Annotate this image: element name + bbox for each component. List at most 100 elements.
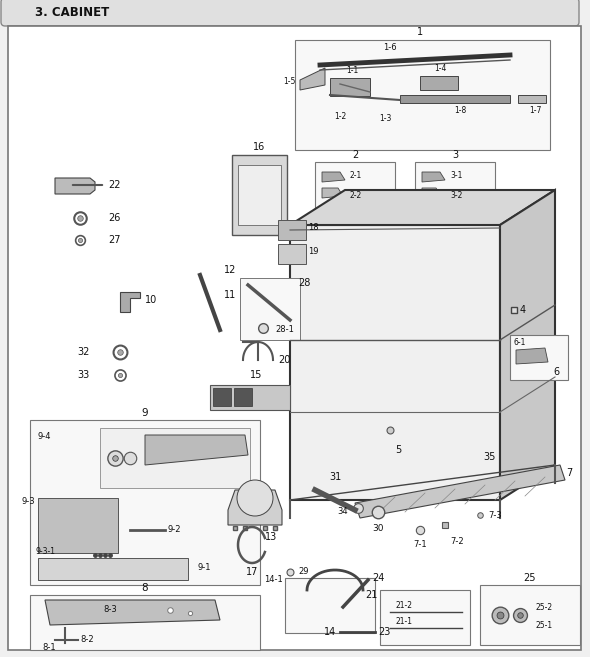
Text: 4: 4	[520, 305, 526, 315]
Polygon shape	[322, 172, 345, 182]
Bar	[510, 335, 568, 380]
Text: 8-1: 8-1	[42, 643, 55, 652]
Text: 16: 16	[253, 142, 265, 152]
Text: 14: 14	[324, 627, 336, 637]
Bar	[380, 590, 470, 645]
Text: 1-4: 1-4	[434, 64, 446, 73]
Text: 25-2: 25-2	[535, 602, 552, 612]
Text: 8: 8	[142, 583, 148, 593]
Text: 2-1: 2-1	[350, 171, 362, 179]
Text: 7-3: 7-3	[488, 510, 501, 520]
Text: 9-3-1: 9-3-1	[36, 547, 56, 556]
Text: 21-2: 21-2	[395, 601, 412, 610]
Text: 28-1: 28-1	[275, 325, 294, 334]
Polygon shape	[145, 435, 248, 465]
Polygon shape	[120, 292, 140, 312]
Bar	[278, 244, 306, 264]
Polygon shape	[516, 348, 548, 364]
Bar	[238, 165, 281, 225]
Text: 28: 28	[298, 278, 310, 288]
Polygon shape	[228, 490, 282, 525]
Text: 14-1: 14-1	[264, 575, 283, 584]
Text: 9-4: 9-4	[37, 432, 51, 441]
Text: 23: 23	[378, 627, 391, 637]
Text: 9-3: 9-3	[21, 497, 35, 506]
Polygon shape	[355, 465, 565, 518]
Bar	[234, 388, 252, 406]
Text: 21-1: 21-1	[395, 617, 412, 626]
Polygon shape	[300, 68, 325, 90]
Polygon shape	[500, 190, 555, 500]
FancyBboxPatch shape	[1, 0, 579, 26]
Bar	[330, 78, 370, 96]
Text: 1-8: 1-8	[454, 106, 466, 115]
Text: 33: 33	[78, 370, 90, 380]
Bar	[38, 498, 118, 553]
Bar	[480, 585, 580, 645]
Text: 2: 2	[352, 150, 358, 160]
Bar	[285, 578, 375, 633]
Polygon shape	[322, 188, 343, 198]
Text: 12: 12	[224, 265, 237, 275]
Text: 1: 1	[417, 27, 423, 37]
Text: 21: 21	[366, 590, 378, 600]
Bar	[30, 595, 260, 650]
Text: 25-1: 25-1	[535, 620, 552, 629]
Text: 22: 22	[108, 180, 120, 190]
Bar	[240, 278, 300, 340]
Text: 1-7: 1-7	[529, 106, 541, 115]
Text: 8-3: 8-3	[103, 606, 117, 614]
Text: 6: 6	[553, 367, 559, 377]
Text: 1-2: 1-2	[334, 112, 346, 121]
Text: 30: 30	[372, 524, 384, 533]
Text: 3-2: 3-2	[450, 191, 463, 200]
Text: 9: 9	[142, 408, 148, 418]
Text: 2-2: 2-2	[350, 191, 362, 200]
Text: 7-1: 7-1	[413, 540, 427, 549]
Bar	[213, 388, 231, 406]
Text: 1-3: 1-3	[379, 114, 391, 123]
Polygon shape	[422, 172, 445, 182]
Text: 6-1: 6-1	[514, 338, 526, 347]
Bar	[100, 428, 250, 488]
Text: 35: 35	[484, 452, 496, 462]
Text: 15: 15	[250, 370, 263, 380]
Text: 13: 13	[265, 532, 277, 542]
Text: 1-5: 1-5	[284, 78, 296, 87]
Text: 7-2: 7-2	[450, 537, 464, 546]
Text: 20: 20	[278, 355, 290, 365]
Text: 19: 19	[308, 248, 319, 256]
Text: 29: 29	[298, 568, 309, 576]
Bar	[295, 40, 550, 150]
Polygon shape	[422, 188, 441, 198]
Text: 3-1: 3-1	[450, 171, 463, 179]
Text: 9-1: 9-1	[198, 564, 211, 572]
Bar	[315, 162, 395, 217]
Polygon shape	[45, 600, 220, 625]
Text: 31: 31	[329, 472, 341, 482]
Circle shape	[237, 480, 273, 516]
Bar	[210, 385, 290, 410]
Text: 9-2: 9-2	[168, 526, 182, 535]
Bar	[415, 162, 495, 217]
Text: 27: 27	[108, 235, 120, 245]
Text: 1-1: 1-1	[346, 66, 358, 75]
Text: 8-2: 8-2	[80, 635, 94, 645]
Bar	[38, 558, 188, 580]
Bar	[30, 420, 260, 585]
Bar	[278, 220, 306, 240]
Text: 3: 3	[452, 150, 458, 160]
Text: 26: 26	[108, 213, 120, 223]
Text: 34: 34	[337, 507, 348, 516]
Bar	[400, 95, 510, 103]
Text: 25: 25	[524, 573, 536, 583]
Text: 10: 10	[145, 295, 158, 305]
Polygon shape	[290, 190, 555, 225]
Bar	[232, 155, 287, 235]
Bar	[518, 95, 546, 103]
Text: 3. CABINET: 3. CABINET	[35, 5, 109, 18]
Text: 24: 24	[372, 573, 384, 583]
Text: 1-6: 1-6	[383, 43, 397, 52]
Bar	[290, 225, 500, 500]
Text: 7: 7	[566, 468, 572, 478]
